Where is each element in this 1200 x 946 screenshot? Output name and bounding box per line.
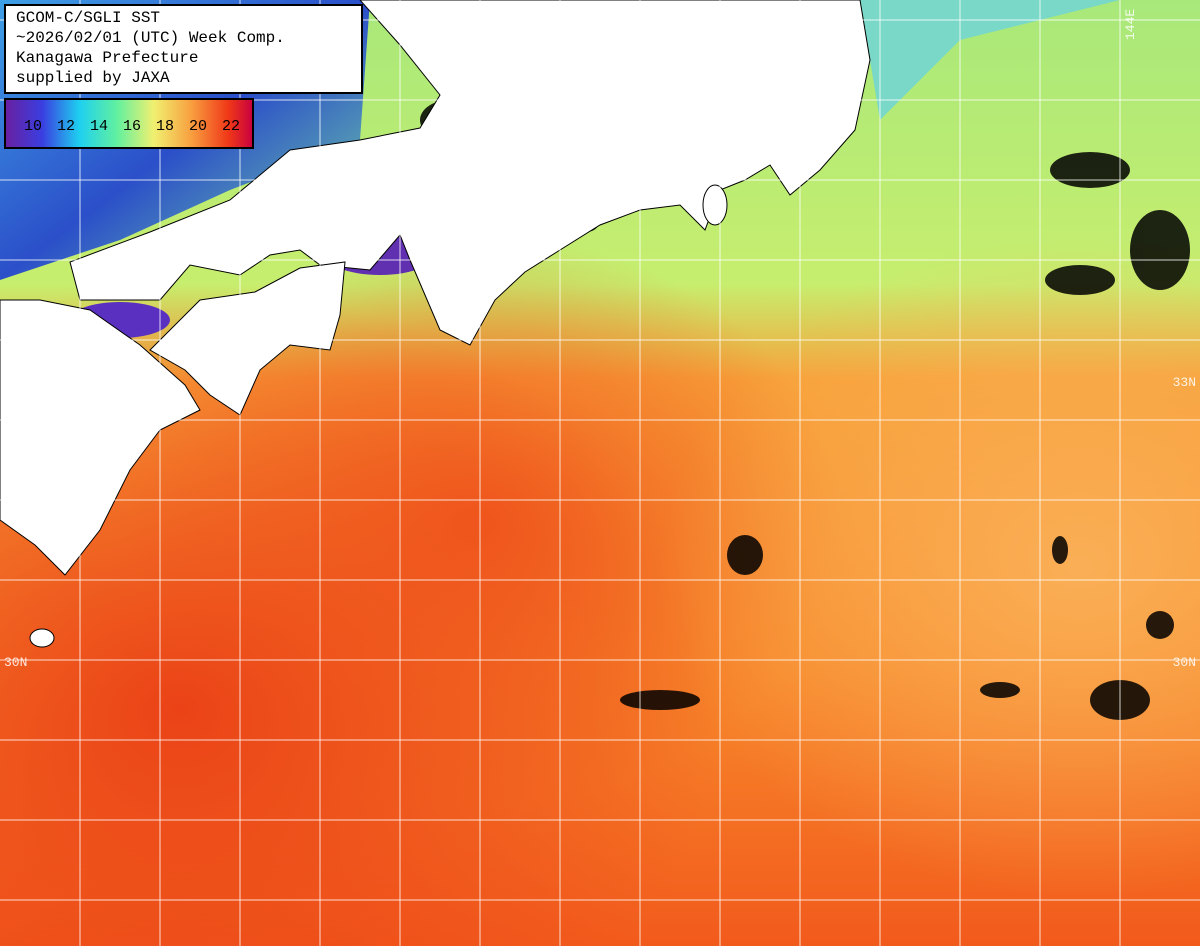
colorbar: [4, 98, 254, 149]
lat-label: 30N: [4, 655, 27, 670]
coastal-water: [860, 0, 1120, 120]
colorbar-label: 12: [57, 118, 75, 135]
lat-label: 33N: [1173, 375, 1196, 390]
colorbar-label: 22: [222, 118, 240, 135]
lon-label: 144E: [1123, 9, 1138, 40]
header-line: ~2026/02/01 (UTC) Week Comp.: [16, 29, 285, 47]
lat-label: 30N: [1173, 655, 1196, 670]
land: [0, 0, 871, 648]
header-line: GCOM-C/SGLI SST: [16, 9, 160, 27]
colorbar-label: 16: [123, 118, 141, 135]
colorbar-label: 20: [189, 118, 207, 135]
lat-label: 33N: [4, 375, 27, 390]
colorbar-labels: 10 12 14 16 18 20 22: [24, 118, 240, 135]
header-line: supplied by JAXA: [16, 69, 170, 87]
header: GCOM-C/SGLI SST ~2026/02/01 (UTC) Week Co…: [16, 9, 285, 87]
colorbar-label: 14: [90, 118, 108, 135]
colorbar-label: 10: [24, 118, 42, 135]
colorbar-label: 18: [156, 118, 174, 135]
header-box: [4, 4, 363, 94]
lon-label: 130E: [483, 9, 498, 40]
header-line: Kanagawa Prefecture: [16, 49, 198, 67]
